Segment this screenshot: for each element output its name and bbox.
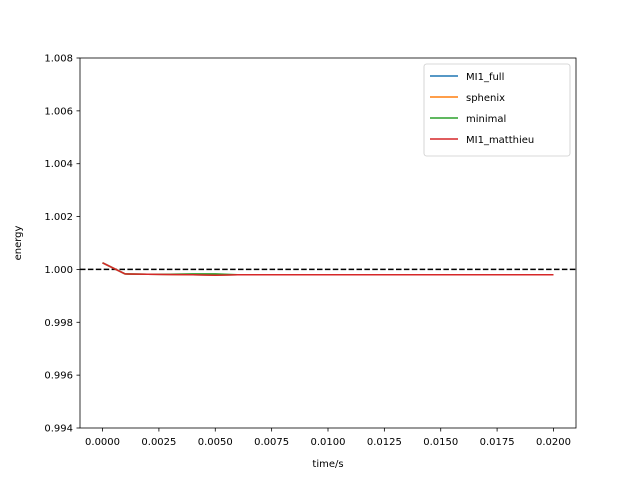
x-tick-label: 0.0050 <box>198 437 233 448</box>
legend-box <box>423 63 571 157</box>
x-tick-label: 0.0025 <box>141 437 176 448</box>
x-tick-label: 0.0150 <box>423 437 458 448</box>
x-tick-label: 0.0200 <box>536 437 571 448</box>
y-tick-label: 1.000 <box>44 265 73 276</box>
x-axis-label: time/s <box>312 459 343 470</box>
y-tick-label: 1.006 <box>44 106 73 117</box>
y-axis-ticks: 0.994 0.996 0.998 1.000 1.002 1.004 1.006 1.008 <box>44 54 80 435</box>
x-tick-label: 0.0125 <box>367 437 402 448</box>
y-tick-label: 1.008 <box>44 54 73 65</box>
y-tick-label: 0.996 <box>44 371 73 382</box>
legend-label: MI1_matthieu <box>466 135 534 146</box>
x-axis-ticks: 0.0000 0.0025 0.0050 0.0075 0.0100 0.0125 0.01… <box>85 428 571 448</box>
legend-label: MI1_full <box>466 72 504 83</box>
series-layer <box>102 262 554 276</box>
x-tick-label: 0.0075 <box>254 437 289 448</box>
y-tick-label: 0.998 <box>44 318 73 329</box>
y-axis-label: energy <box>13 225 24 260</box>
y-tick-label: 0.994 <box>44 424 73 435</box>
legend-label: sphenix <box>466 93 505 104</box>
x-tick-label: 0.0100 <box>311 437 346 448</box>
y-tick-label: 1.004 <box>44 159 73 170</box>
x-tick-label: 0.0175 <box>480 437 515 448</box>
y-tick-label: 1.002 <box>44 212 73 223</box>
series-line-mi1-matthieu <box>102 262 554 276</box>
x-tick-label: 0.0000 <box>85 437 120 448</box>
legend-label: minimal <box>466 114 506 125</box>
